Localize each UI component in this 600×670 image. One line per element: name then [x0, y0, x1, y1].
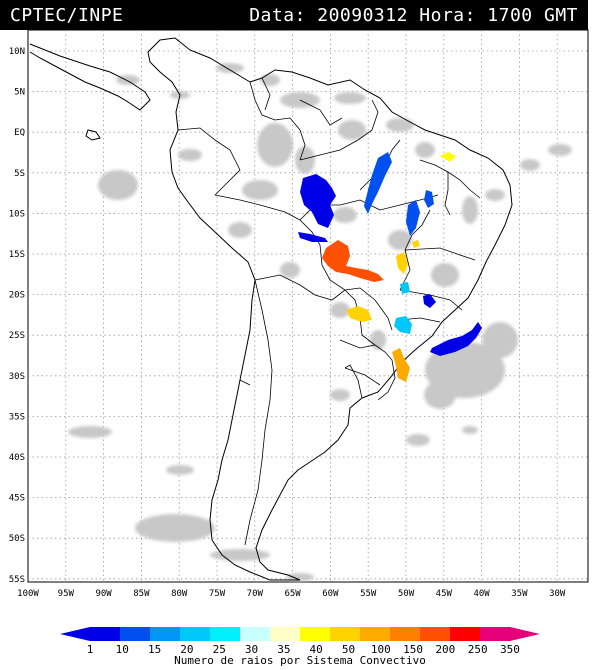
colorbar-tick-label: 15 [148, 643, 161, 656]
colorbar-tick-label: 10 [116, 643, 129, 656]
colorbar-swatch [330, 627, 361, 641]
longitude-label: 65W [284, 589, 301, 599]
latitude-label: 35S [9, 412, 25, 422]
convective-system-orange-2 [392, 348, 410, 382]
colorbar-tick-label: 150 [403, 643, 423, 656]
longitude-label: 100W [17, 589, 39, 599]
longitude-label: 30W [549, 589, 566, 599]
latitude-label: 15S [9, 250, 25, 260]
latitude-label: EQ [14, 128, 25, 138]
latitude-label: 20S [9, 291, 25, 301]
latitude-label: 50S [9, 534, 25, 544]
latitude-label: 55S [9, 575, 25, 585]
colorbar-legend: 1 10 15 20 25 30 35 40 50 100 150 200 250 350 Numero … [60, 627, 540, 667]
colorbar-tick-label: 35 [277, 643, 290, 656]
map-header: CPTEC/INPE Data: 20090312 Hora: 1700 GMT [0, 0, 588, 30]
colorbar-tick-label: 250 [468, 643, 488, 656]
convective-system-blue-7 [423, 294, 436, 308]
colorbar-swatch [300, 627, 331, 641]
convective-system-blue-8 [424, 190, 434, 208]
longitude-label: 75W [209, 589, 226, 599]
colorbar-tick-label: 25 [213, 643, 226, 656]
colorbar-swatch [270, 627, 301, 641]
latitude-label: 45S [9, 494, 25, 504]
agency-label: CPTEC/INPE [10, 5, 124, 26]
longitude-label: 60W [322, 589, 339, 599]
convective-system-blue-6 [430, 322, 482, 356]
latitude-label: 40S [9, 453, 25, 463]
convective-system-orange-1 [322, 240, 384, 282]
colorbar-swatch [390, 627, 421, 641]
latitude-label: 5N [14, 88, 25, 98]
longitude-label: 80W [171, 589, 188, 599]
colorbar-swatch [360, 627, 391, 641]
convective-system-cyan-2 [400, 282, 410, 294]
colorbar-swatch [210, 627, 241, 641]
colorbar-swatch [180, 627, 211, 641]
map-frame [27, 29, 589, 583]
convective-system-blue-4 [406, 200, 420, 236]
colorbar-tick-label: 100 [371, 643, 391, 656]
colorbar-title: Numero de raios por Sistema Convectivo [174, 654, 426, 667]
lightning-systems [298, 152, 482, 382]
longitude-label: 50W [398, 589, 415, 599]
latitude-labels: 10N 5N EQ 5S 10S 15S 20S 25S 30S 35S 40S 45S 50S 55S [9, 47, 25, 585]
convective-system-yellow-4 [412, 240, 420, 248]
longitude-label: 70W [247, 589, 264, 599]
colorbar-tick-label: 1 [87, 643, 94, 656]
longitude-label: 85W [133, 589, 150, 599]
colorbar-left-arrow [60, 627, 90, 641]
colorbar-tick-label: 20 [180, 643, 193, 656]
colorbar-tick-label: 350 [500, 643, 520, 656]
colorbar-swatch [480, 627, 511, 641]
colorbar-tick-label: 200 [435, 643, 455, 656]
cloud-cover [68, 63, 572, 581]
latitude-label: 30S [9, 372, 25, 382]
coastline [29, 37, 513, 581]
colorbar-swatch [120, 627, 151, 641]
latitude-label: 5S [14, 169, 25, 179]
colorbar-swatch [420, 627, 451, 641]
latitude-label: 10N [9, 47, 25, 57]
convective-system-yellow-2 [396, 252, 408, 274]
colorbar-right-arrow [510, 627, 540, 641]
colorbar-tick-label: 50 [342, 643, 355, 656]
colorbar-swatch [90, 627, 121, 641]
colorbar-tick-label: 30 [245, 643, 258, 656]
colorbar-swatch [150, 627, 181, 641]
longitude-labels: 100W 95W 90W 85W 80W 75W 70W 65W 60W 55W 50W 45W 40W… [17, 589, 566, 599]
colorbar-tick-label: 40 [310, 643, 323, 656]
longitude-label: 35W [511, 589, 528, 599]
colorbar-swatch [240, 627, 271, 641]
longitude-label: 95W [58, 589, 75, 599]
longitude-label: 55W [360, 589, 377, 599]
convective-system-yellow-3 [440, 152, 456, 162]
convective-system-blue-3 [364, 152, 392, 214]
convective-system-cyan-1 [394, 316, 412, 334]
longitude-label: 90W [95, 589, 112, 599]
datetime-label: Data: 20090312 Hora: 1700 GMT [249, 5, 578, 26]
latitude-label: 25S [9, 331, 25, 341]
convective-system-blue-2 [298, 232, 328, 242]
longitude-label: 40W [473, 589, 490, 599]
convective-system-blue-1 [300, 174, 336, 228]
latitude-label: 10S [9, 209, 25, 219]
colorbar-swatch [450, 627, 481, 641]
convective-system-yellow-1 [346, 306, 372, 322]
longitude-label: 45W [436, 589, 453, 599]
